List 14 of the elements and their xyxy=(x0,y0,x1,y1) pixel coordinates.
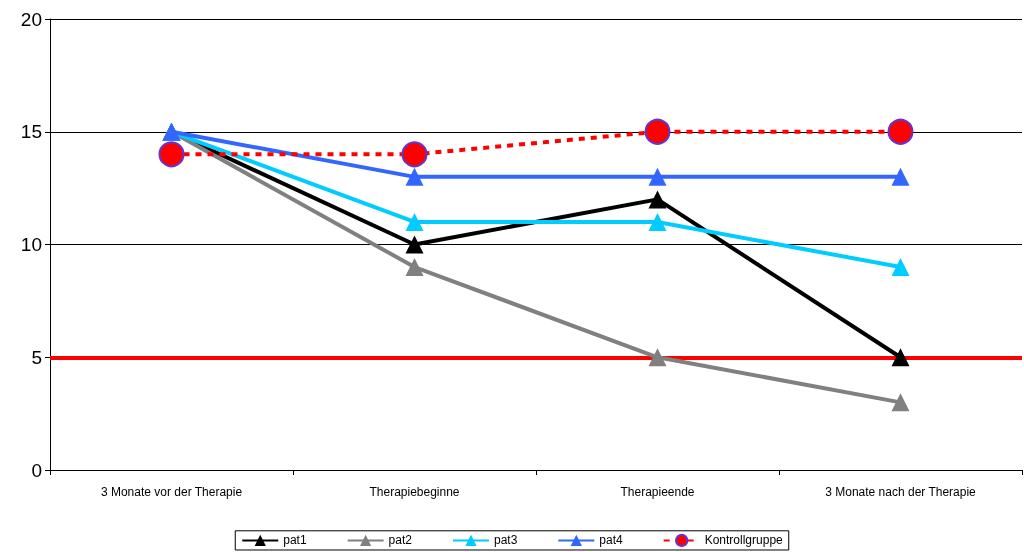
y-tick-label: 5 xyxy=(31,346,42,368)
x-tick-label: Therapiebeginne xyxy=(369,485,460,499)
x-tick-label: 3 Monate nach der Therapie xyxy=(825,485,977,499)
x-tick-label: 3 Monate vor der Therapie xyxy=(100,485,243,499)
y-tick-label: 10 xyxy=(20,234,42,255)
y-tick-label: 15 xyxy=(20,121,42,143)
legend-label: Kontrollgruppe xyxy=(704,533,784,548)
legend-label: pat3 xyxy=(493,533,518,548)
legend-label: pat1 xyxy=(283,533,307,548)
y-tick-label: 0 xyxy=(31,459,42,481)
y-tick-label: 20 xyxy=(20,8,42,30)
legend-label: pat4 xyxy=(599,533,624,548)
legend-label: pat2 xyxy=(388,533,413,548)
x-tick-label: Therapieende xyxy=(620,485,695,499)
